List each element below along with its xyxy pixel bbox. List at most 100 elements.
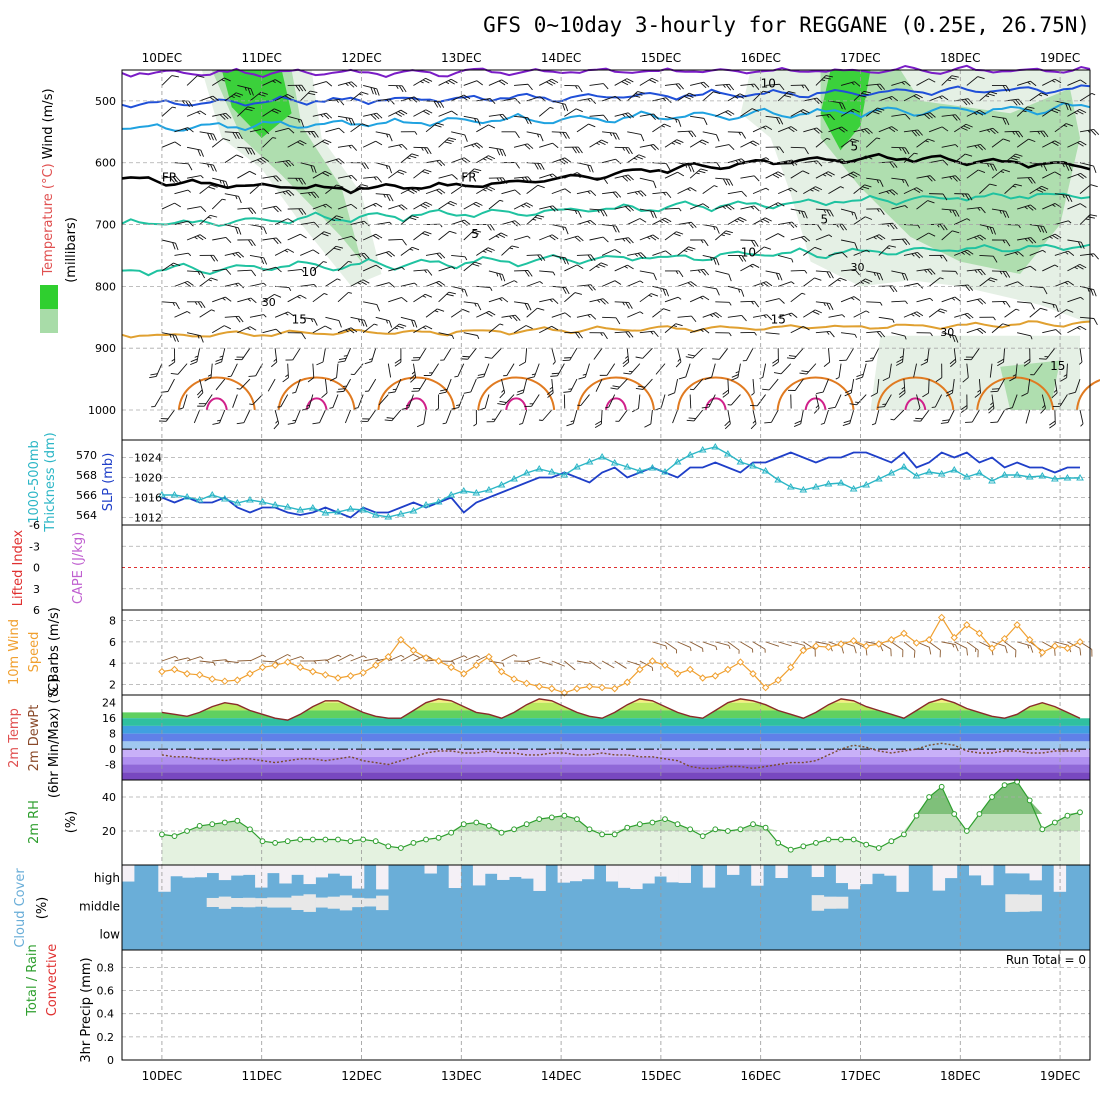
wind-barb [664,323,683,334]
wind-barb [378,394,389,406]
wind-barb [878,96,899,102]
wind-barb [740,331,757,336]
wind10m-speed-point [195,671,204,679]
wind-barb [179,394,188,410]
wind10m-barb [689,641,704,652]
wind-barb [174,252,192,257]
wind-barb [790,270,808,274]
rh2m-axis-label: 2m RH [27,800,42,844]
wind-barb [891,205,908,210]
wind-barb [866,301,883,306]
temp-band [122,756,1090,765]
wind-barb [916,232,936,241]
rh2m-point [963,828,970,834]
wind-barb [248,363,263,377]
wind-barb [451,255,468,261]
thickness-point [246,496,254,503]
wind-barb [438,266,456,272]
wind-barb [828,277,847,287]
wind-barb [234,347,251,361]
date-label-top: 15DEC [641,51,681,65]
wind-barb [224,131,243,140]
wind-barb [337,348,351,363]
wind-barb [614,301,633,309]
wind-barb [1078,348,1083,365]
cloud-high-gap [255,865,268,888]
precip-legend-convective: Convective [45,944,60,1017]
thickness-point [837,479,845,486]
lifted-index-tick-label: -3 [29,540,40,553]
wind-barb [274,248,295,256]
slp-tick-label: 1012 [134,512,162,525]
wind10m-speed-point [258,663,267,672]
wind-barb [853,310,870,318]
contour-label: FR [461,170,476,184]
cloud-axis-label: Cloud Cover [13,868,28,948]
isotherm-20-loop [876,376,955,411]
wind-barb [966,169,986,179]
wind-barb [594,409,603,429]
wind10m-speed-point [711,672,720,680]
wind-barb [1017,204,1037,211]
wind-barb [499,378,506,399]
temp2m-axis-label-3: (6hr Min/Max) (°C) [47,678,62,798]
wind-barb [1021,379,1031,397]
wind-barb [991,169,1011,179]
wind-barb [589,332,608,340]
wind10m-barb [576,660,591,664]
dewpoint2m-line [161,742,1080,770]
thickness-point [723,450,732,457]
thickness-point [812,483,820,490]
wind-barb [212,296,232,303]
thickness-point [900,463,908,470]
thickness-point [1000,471,1009,478]
wind-barb [1016,106,1035,117]
wind-barb [375,162,393,174]
wind-barb [589,114,609,122]
wind-barb [589,139,609,148]
wind-barb [501,162,520,169]
wind10m-tick-label: 2 [109,678,116,691]
wind-barb [815,234,833,241]
wind-barb [262,266,282,273]
wind-barb [551,100,569,112]
wind-barb [325,99,345,106]
wind10m-speed-point [963,621,971,629]
wind-barb [664,231,684,241]
wind10m-barb [727,641,740,654]
wind-barb [1005,394,1018,410]
wind-barb [262,205,282,213]
wind-barb [765,146,785,154]
wind-barb [350,252,370,260]
wind-barb [828,186,845,195]
wind-barb [815,331,835,338]
wind-barb [337,291,352,303]
wind-barb [979,127,999,135]
rh2m-point [875,845,882,851]
rh2m-point [486,823,492,829]
wind-barb [871,409,880,426]
isotherm-25-loop [405,397,428,411]
wind-barb [815,270,834,279]
rh2m-point [838,836,844,843]
wind-barb [215,378,226,391]
wind-barb [267,378,276,392]
cape-axis-label: CAPE (J/kg) [71,532,86,604]
wind-barb [593,347,603,360]
date-label-top: 12DEC [341,51,381,65]
wind-barb [987,394,995,414]
wind10m-speed-point [925,636,933,644]
wind-barb [576,98,597,104]
wind-barb [652,97,672,104]
cloud-high-gap [1029,865,1042,881]
date-label-bottom: 14DEC [541,1069,581,1083]
wind-barb [413,169,432,179]
wind-barb [363,301,381,312]
wind-barb [316,348,326,366]
wind-barb [840,296,861,303]
wind10m-barb [966,641,979,658]
wind-barb [262,108,282,117]
wind-barb [199,254,219,262]
wind-barb [388,204,408,211]
wind-barb [965,409,980,423]
